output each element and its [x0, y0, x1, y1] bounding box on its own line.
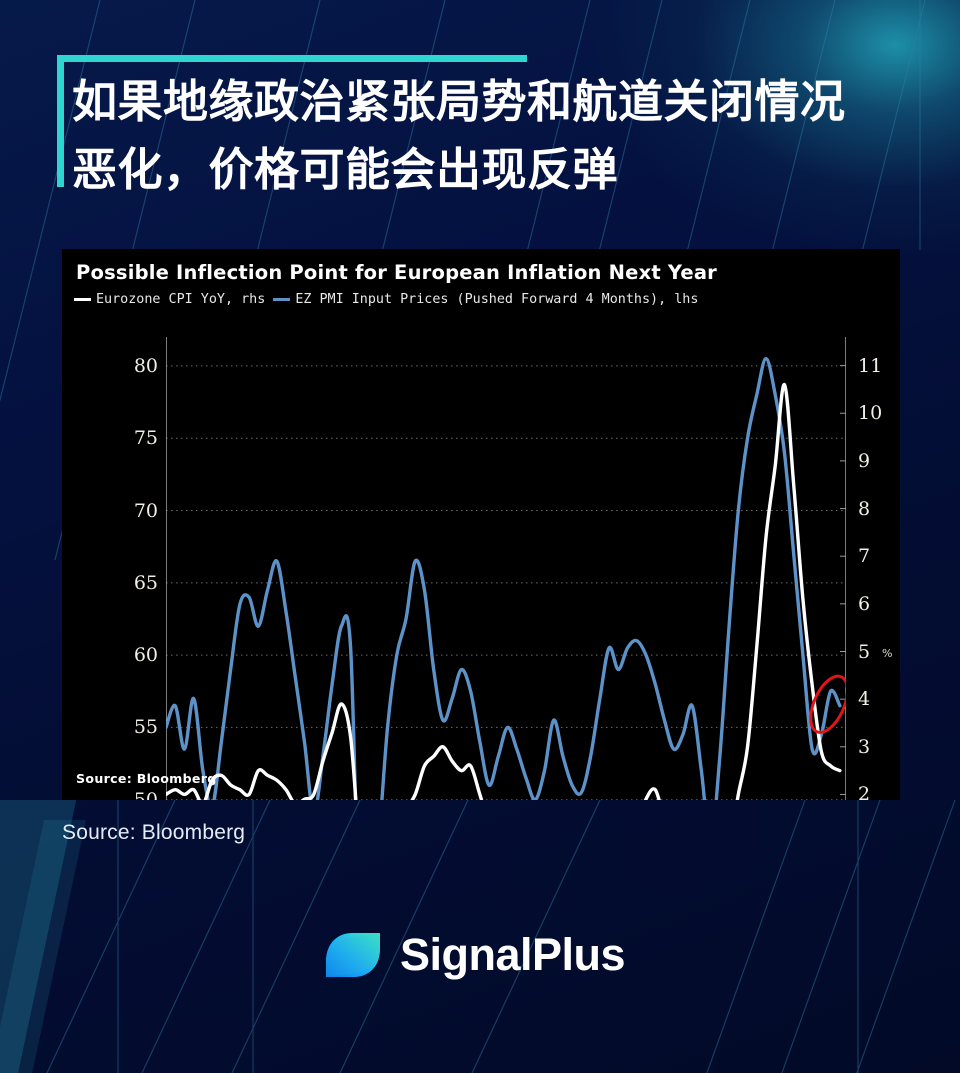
y-tick-right: 5 [858, 640, 871, 663]
y-tick-right: 11 [858, 354, 883, 377]
legend-item-cpi: Eurozone CPI YoY, rhs [74, 292, 265, 307]
legend-swatch-icon-pmi [273, 297, 291, 302]
y-tick-right: 2 [858, 783, 871, 800]
y-tick-right: 7 [858, 545, 871, 568]
y-tick-right: 6 [858, 592, 871, 615]
headline-accent-bracket [57, 55, 527, 187]
legend-label-pmi: EZ PMI Input Prices (Pushed Forward 4 Mo… [295, 292, 699, 307]
y-axis-left: 404550556065707580 [106, 337, 158, 800]
source-caption: Source: Bloomberg [62, 821, 246, 844]
y-tick-left: 75 [133, 427, 158, 450]
chart-legend: Eurozone CPI YoY, rhs EZ PMI Input Price… [74, 292, 698, 307]
chart-source-label: Source: Bloomberg [76, 771, 217, 786]
chart-svg [164, 337, 849, 800]
y-tick-right: 8 [858, 497, 871, 520]
y-axis-right-unit: % [882, 646, 893, 660]
brand-logo: SignalPlus [322, 925, 626, 985]
y-tick-right: 9 [858, 449, 871, 472]
y-tick-right: 4 [858, 688, 871, 711]
y-tick-left: 50 [133, 788, 158, 800]
chart-panel: Possible Inflection Point for European I… [62, 249, 900, 800]
y-tick-left: 80 [133, 354, 158, 377]
y-tick-left: 65 [133, 571, 158, 594]
chart-plot-area [164, 337, 849, 800]
headline-line-2: 恶化，价格可能会出现反弹 [72, 144, 619, 196]
headline-line-1: 如果地缘政治紧张局势和航道关闭情况 [72, 76, 846, 127]
y-tick-right: 10 [858, 402, 883, 425]
legend-label-cpi: Eurozone CPI YoY, rhs [96, 292, 266, 307]
legend-swatch-icon-cpi [74, 297, 91, 302]
legend-item-pmi: EZ PMI Input Prices (Pushed Forward 4 Mo… [265, 292, 698, 307]
page-title: 如果地缘政治紧张局势和航道关闭情况 恶化，价格可能会出现反弹 [72, 68, 912, 205]
y-tick-left: 60 [133, 644, 158, 667]
y-tick-left: 70 [133, 499, 158, 522]
y-tick-left: 55 [133, 716, 158, 739]
brand-name: SignalPlus [400, 929, 626, 980]
signalplus-wave-logo-icon [326, 933, 380, 977]
chart-title: Possible Inflection Point for European I… [76, 261, 717, 284]
y-tick-right: 3 [858, 735, 871, 758]
